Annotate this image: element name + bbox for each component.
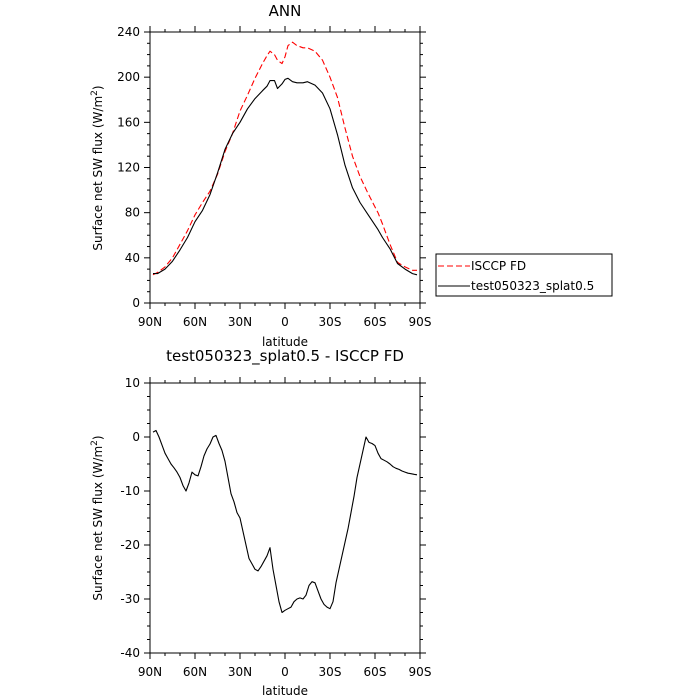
bottom-ytick-label: -40 (120, 646, 140, 660)
bottom-plot-frame (149, 382, 421, 654)
top-yaxis-label: Surface net SW flux (W/m2) (90, 85, 105, 250)
top-plot-frame (149, 31, 421, 304)
bottom-chart-title: test050323_splat0.5 - ISCCP FD (166, 347, 404, 366)
bottom-xaxis-label: latitude (262, 684, 308, 698)
bottom-xtick-label: 0 (281, 665, 289, 679)
top-xtick-label: 60N (183, 315, 207, 329)
top-xtick-label: 30S (319, 315, 342, 329)
bottom-xtick-label: 30N (228, 665, 252, 679)
bottom-xtick-label: 30S (319, 665, 342, 679)
bottom-ytick-label: 10 (125, 376, 140, 390)
top-ytick-label: 0 (132, 296, 140, 310)
top-ytick-label: 120 (117, 161, 140, 175)
bottom-series-line-0 (152, 429, 418, 614)
top-series-line-1 (153, 77, 418, 276)
top-series-line-0 (152, 41, 417, 276)
top-xtick-label: 30N (228, 315, 252, 329)
top-ytick-label: 200 (117, 70, 140, 84)
top-xaxis-label: latitude (262, 335, 308, 349)
bottom-ytick-label: -30 (120, 592, 140, 606)
top-ytick-label: 160 (117, 115, 140, 129)
bottom-xtick-label: 90N (138, 665, 162, 679)
bottom-xtick-label: 60N (183, 665, 207, 679)
bottom-ytick-label: -10 (120, 484, 140, 498)
bottom-yaxis-label: Surface net SW flux (W/m2) (90, 435, 105, 600)
bottom-xtick-label: 90S (409, 665, 432, 679)
top-xtick-label: 90S (409, 315, 432, 329)
bottom-xtick-label: 60S (364, 665, 387, 679)
legend-box (435, 253, 613, 297)
top-xtick-label: 60S (364, 315, 387, 329)
top-ytick-label: 240 (117, 25, 140, 39)
bottom-ytick-label: 0 (132, 430, 140, 444)
top-xtick-label: 90N (138, 315, 162, 329)
top-ytick-label: 80 (125, 206, 140, 220)
legend-label-isccp: ISCCP FD (471, 259, 526, 273)
top-chart-title: ANN (269, 2, 302, 20)
top-ytick-label: 40 (125, 251, 140, 265)
top-xtick-label: 0 (281, 315, 289, 329)
legend-label-test: test050323_splat0.5 (471, 279, 594, 293)
bottom-ytick-label: -20 (120, 538, 140, 552)
